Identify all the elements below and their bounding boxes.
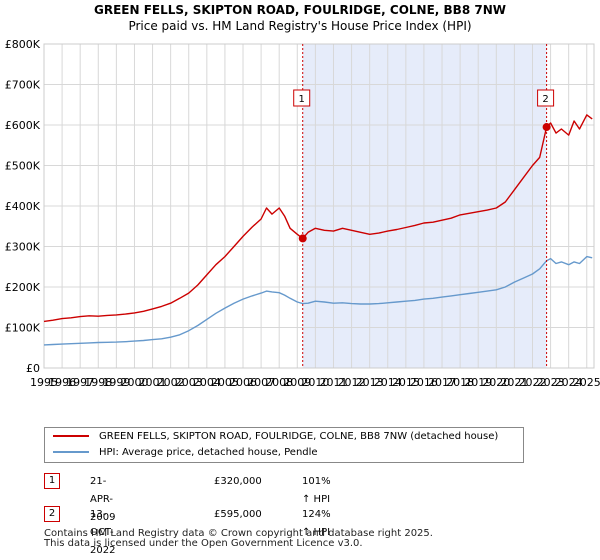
y-tick-label: £300K: [5, 241, 41, 254]
transaction-price: £320,000: [214, 476, 262, 487]
transaction-hpi-change: 101% ↑ HPI: [302, 476, 331, 505]
price-chart: £0 £100K £200K £300K £400K £500K £600K £700K £80…: [5, 38, 600, 389]
transaction-number-badge: 2: [44, 506, 60, 522]
x-tick-label: 2025: [573, 376, 600, 389]
x-tick-label: 2002: [157, 376, 185, 389]
x-tick-label: 2007: [247, 376, 275, 389]
x-tick-label: 2000: [120, 376, 148, 389]
x-tick-label: 2006: [229, 376, 257, 389]
y-tick-label: £400K: [5, 200, 41, 213]
sale-number-box: [293, 89, 311, 107]
x-tick-label: 2015: [392, 376, 420, 389]
x-tick-label: 1999: [102, 376, 130, 389]
x-tick-label: 2003: [175, 376, 203, 389]
x-tick-label: 2010: [301, 376, 329, 389]
legend-swatch-property: [53, 435, 89, 437]
y-tick-label: £500K: [5, 160, 41, 173]
property-price-line: [43, 114, 593, 323]
x-tick-label: 2005: [211, 376, 239, 389]
x-tick-label: 1997: [66, 376, 94, 389]
legend-label-property: GREEN FELLS, SKIPTON ROAD, FOULRIDGE, CO…: [99, 431, 499, 442]
hpi-line: [43, 255, 593, 346]
y-tick-label: £800K: [5, 38, 41, 51]
sale-number-label: 2: [542, 94, 548, 105]
x-tick-label: 2022: [518, 376, 546, 389]
footer: Contains HM Land Registry data © Crown c…: [44, 529, 433, 549]
sale-point: [542, 123, 551, 132]
x-tick-label: 2016: [410, 376, 438, 389]
x-tick-label: 1998: [84, 376, 112, 389]
transaction-date: 13-OCT-2022: [90, 509, 116, 556]
x-tick-label: 2008: [265, 376, 293, 389]
x-tick-label: 2021: [500, 376, 528, 389]
legend-label-hpi: HPI: Average price, detached house, Pend…: [99, 447, 318, 458]
legend-item-hpi: HPI: Average price, detached house, Pend…: [53, 445, 318, 461]
x-tick-label: 2023: [537, 376, 565, 389]
transaction-price: £595,000: [214, 509, 262, 520]
footer-licence: This data is licensed under the Open Gov…: [44, 538, 363, 549]
transaction-hpi-change: 124% ↑ HPI: [302, 509, 331, 538]
sale-point: [298, 234, 307, 243]
plot-frame: [43, 43, 595, 369]
x-tick-label: 2014: [374, 376, 402, 389]
x-tick-label: 1995: [30, 376, 58, 389]
y-tick-label: £200K: [5, 281, 41, 294]
chart-title: GREEN FELLS, SKIPTON ROAD, FOULRIDGE, CO…: [93, 3, 506, 17]
legend-swatch-hpi: [53, 451, 89, 453]
legend: GREEN FELLS, SKIPTON ROAD, FOULRIDGE, CO…: [44, 427, 524, 463]
y-tick-label: £600K: [5, 119, 41, 132]
x-tick-label: 2020: [482, 376, 510, 389]
chart-subtitle: Price paid vs. HM Land Registry's House …: [128, 19, 472, 33]
transaction-number-badge: 1: [44, 473, 60, 489]
x-tick-label: 2018: [446, 376, 474, 389]
x-tick-label: 2019: [464, 376, 492, 389]
x-tick-label: 2011: [319, 376, 347, 389]
transaction-date: 21-APR-2009: [90, 476, 116, 523]
x-tick-label: 2001: [139, 376, 167, 389]
sale-number-label: 1: [299, 94, 305, 105]
footer-copyright: Contains HM Land Registry data © Crown c…: [44, 528, 433, 539]
x-tick-label: 2004: [193, 376, 221, 389]
y-tick-label: £0: [26, 362, 40, 375]
y-tick-label: £100K: [5, 322, 41, 335]
legend-item-property: GREEN FELLS, SKIPTON ROAD, FOULRIDGE, CO…: [53, 429, 498, 445]
sale-number-box: [537, 89, 555, 107]
x-tick-label: 1996: [48, 376, 76, 389]
x-tick-label: 2012: [338, 376, 366, 389]
x-tick-label: 2024: [555, 376, 583, 389]
x-tick-label: 2009: [283, 376, 311, 389]
x-tick-label: 2013: [356, 376, 384, 389]
y-tick-label: £700K: [5, 79, 41, 92]
x-tick-label: 2017: [428, 376, 456, 389]
